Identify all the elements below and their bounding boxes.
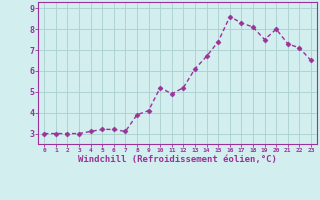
X-axis label: Windchill (Refroidissement éolien,°C): Windchill (Refroidissement éolien,°C) <box>78 155 277 164</box>
